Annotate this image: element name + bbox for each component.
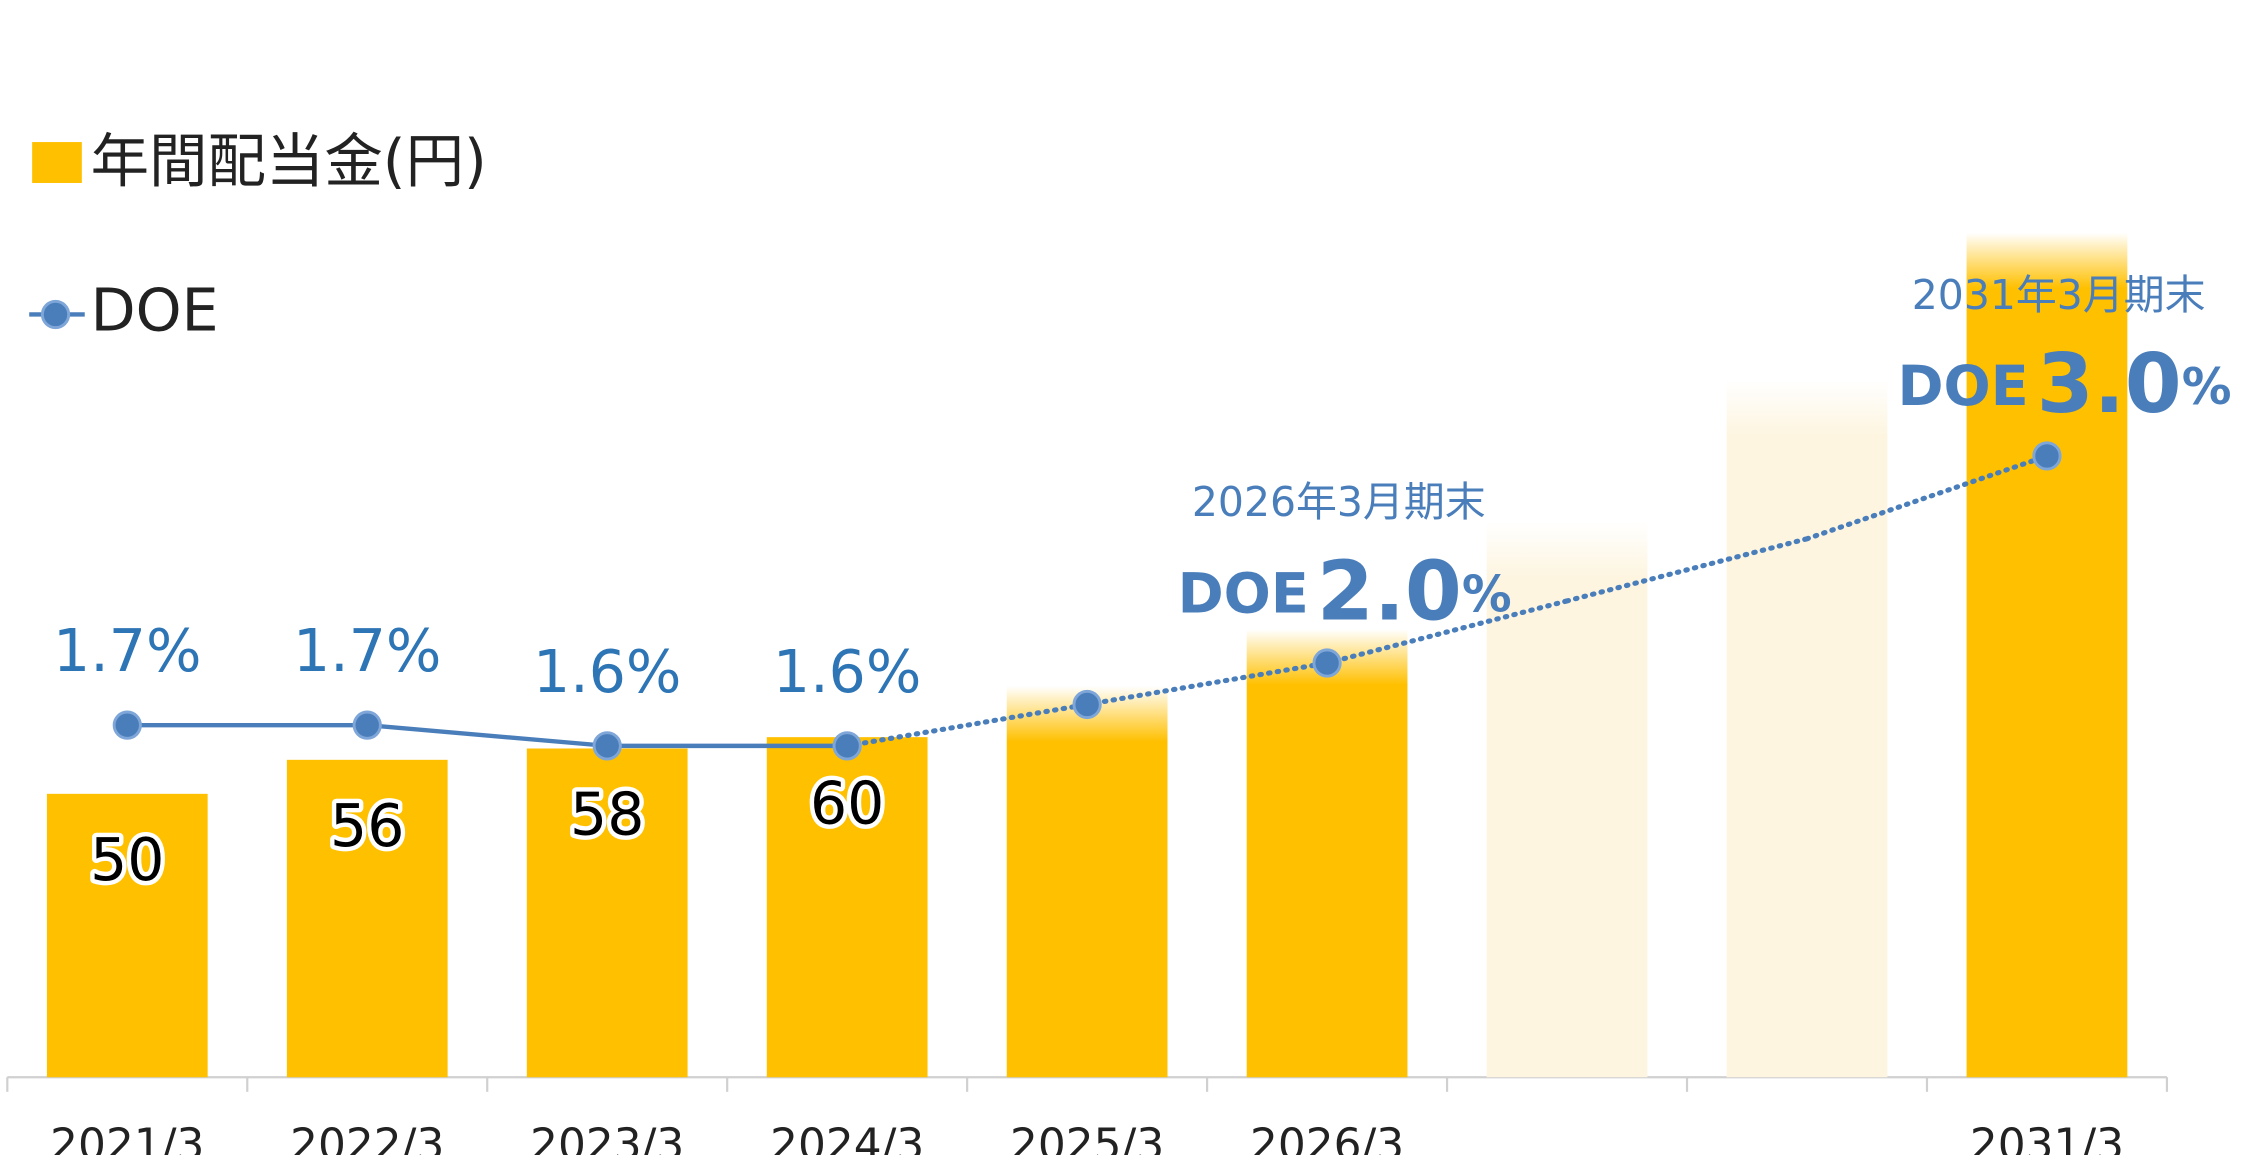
data-label: 60: [810, 769, 884, 837]
x-tick-label: 2022/3: [290, 1119, 444, 1155]
bar: [1726, 380, 1888, 1078]
x-tick-label: 2023/3: [530, 1119, 684, 1155]
legend-label: DOE: [91, 277, 219, 345]
line-marker: [112, 710, 142, 740]
annotation: DOE 2.0%: [1178, 545, 1512, 640]
bar: [526, 748, 688, 1078]
annotation-value: 3.0: [2037, 338, 2182, 433]
x-tick-label: 2025/3: [1010, 1119, 1164, 1155]
line-marker: [1072, 689, 1102, 720]
data-label: 1.7%: [293, 617, 441, 685]
line-marker: [2032, 441, 2062, 471]
legend-label: 年間配当金(円): [91, 128, 487, 196]
line-segment: [1324, 598, 1570, 666]
data-label: 58: [570, 781, 644, 849]
bar: [286, 759, 448, 1078]
x-tick-label: 2026/3: [1250, 1119, 1404, 1155]
line-segment: [1084, 660, 1330, 708]
line-segment: [844, 701, 1090, 749]
line-marker: [352, 710, 382, 740]
data-label: 56: [330, 792, 404, 860]
x-tick-label: 2021/3: [50, 1119, 204, 1155]
bar: [1966, 232, 2128, 1078]
bar: [46, 793, 208, 1078]
annotation-unit: %: [1462, 565, 1512, 623]
bar: [1006, 686, 1168, 1078]
line-marker: [832, 731, 862, 761]
legend-marker: [40, 299, 71, 330]
x-tick-label: 2031/3: [1970, 1119, 2124, 1155]
data-label: 1.6%: [533, 638, 681, 706]
line-marker: [1312, 648, 1342, 678]
annotation-label: DOE: [1897, 354, 2028, 419]
data-label: 1.6%: [773, 638, 921, 706]
line-segment: [365, 722, 610, 749]
line-segment: [1564, 536, 1810, 604]
x-tick-label: 2024/3: [770, 1119, 924, 1155]
annotation-title: 2031年3月期末: [1912, 271, 2206, 319]
annotation-unit: %: [2182, 358, 2232, 416]
line-marker: [592, 731, 622, 761]
data-label: 50: [90, 826, 164, 894]
annotation: DOE 3.0%: [1897, 338, 2231, 433]
bar: [1246, 629, 1408, 1078]
bar: [766, 737, 928, 1078]
annotation-title: 2026年3月期末: [1192, 478, 1486, 526]
legend-swatch: [32, 142, 82, 183]
annotation-label: DOE: [1178, 561, 1309, 626]
annotation-value: 2.0: [1317, 545, 1462, 640]
data-label: 1.7%: [53, 617, 201, 685]
line-segment: [1804, 453, 2050, 542]
